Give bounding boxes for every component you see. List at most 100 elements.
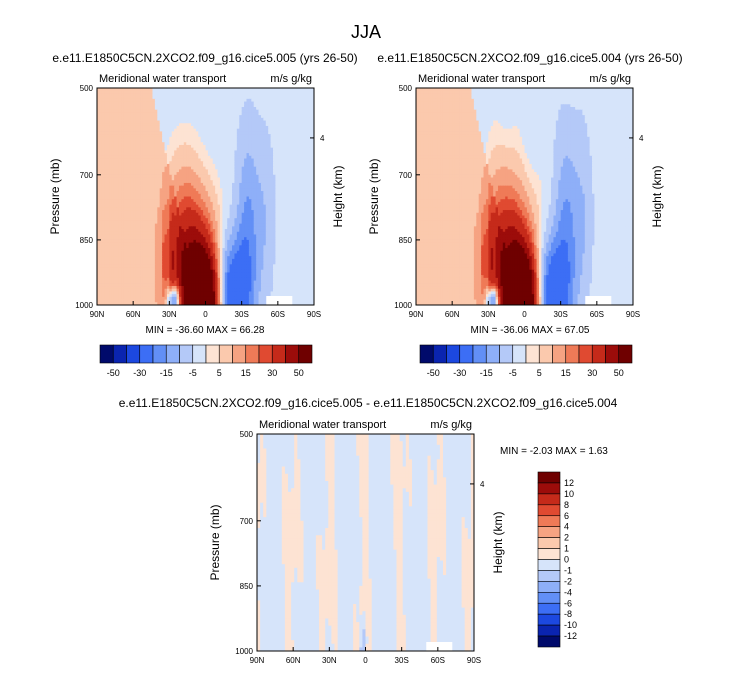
panel1-cell	[99, 172, 103, 176]
panel1-cell	[260, 204, 264, 208]
panel1-cell	[253, 229, 257, 233]
panel1-cell	[248, 153, 252, 157]
panel1-cell	[174, 101, 178, 105]
panel1-cell	[113, 234, 117, 238]
panel1-cell	[294, 101, 298, 105]
panel1-cell	[297, 169, 301, 173]
panel1-cell	[118, 212, 122, 217]
panel1-cell	[186, 153, 190, 157]
panel1-cell	[277, 163, 281, 168]
panel1-cell	[215, 193, 219, 198]
panel1-cell	[253, 177, 257, 181]
panel1-cell	[193, 161, 197, 165]
panel1-cell	[304, 163, 308, 168]
panel1-cell	[289, 139, 293, 143]
panel1-cell	[287, 142, 291, 146]
panel1-cell	[219, 199, 223, 203]
panel1-cell	[265, 182, 269, 187]
panel1-cell	[123, 196, 127, 200]
panel1-cell	[241, 158, 245, 162]
panel1-cell	[232, 147, 236, 151]
panel1-cell	[215, 215, 219, 219]
panel1-cell	[181, 226, 185, 230]
panel1-cell	[159, 142, 163, 146]
panel1-cell	[123, 101, 127, 105]
panel1-cell	[222, 199, 226, 203]
panel1-cell	[280, 210, 284, 214]
panel1-cell	[241, 229, 245, 233]
panel1-cell	[260, 188, 264, 192]
panel1-cell	[157, 123, 161, 127]
panel1-cell	[130, 201, 134, 206]
panel1-cell	[121, 104, 125, 108]
panel1-cell	[171, 161, 175, 165]
panel1-cell	[219, 101, 223, 105]
panel1-cell	[159, 182, 163, 187]
panel1-cell	[140, 174, 144, 179]
panel1-cell	[133, 199, 137, 203]
panel1-cell	[159, 218, 163, 222]
panel1-cell	[251, 96, 255, 100]
panel1-cell	[198, 134, 202, 138]
panel1-cell	[159, 212, 163, 217]
panel1-cell	[301, 150, 305, 154]
panel1-cell	[258, 215, 262, 219]
panel1-cell	[109, 147, 113, 151]
panel1-cell	[275, 158, 279, 162]
panel1-cell	[299, 234, 303, 238]
panel1-cell	[241, 212, 245, 217]
panel1-cell	[311, 210, 314, 214]
panel1-cell	[140, 191, 144, 195]
panel1-cell	[263, 142, 267, 146]
panel1-cell	[280, 172, 284, 176]
panel1-cell	[219, 147, 223, 151]
panel1-cell	[186, 204, 190, 208]
panel1-cell	[111, 193, 115, 198]
panel1-cell	[263, 131, 267, 135]
panel1-cell	[244, 120, 248, 124]
panel1-cell	[147, 174, 151, 179]
panel1-cell	[157, 169, 161, 173]
panel1-cell	[106, 115, 110, 119]
panel1-cell	[217, 153, 221, 157]
panel1-cell	[152, 174, 156, 179]
panel1-cell	[289, 188, 293, 192]
panel1-cell	[118, 101, 122, 105]
panel1-cell	[207, 210, 211, 214]
panel1-cell	[109, 139, 113, 143]
panel1-cell	[181, 207, 185, 211]
panel1-cell	[176, 207, 180, 211]
panel1-cell	[97, 207, 101, 211]
panel1-cell	[246, 196, 250, 200]
panel1-cell	[123, 104, 127, 108]
panel1-cell	[111, 88, 115, 92]
panel1-cell	[309, 120, 313, 124]
panel1-cell	[133, 172, 137, 176]
panel1-cell	[294, 93, 298, 97]
panel1-cell	[260, 193, 264, 198]
panel1-cell	[263, 161, 267, 165]
panel1-cell	[277, 166, 281, 170]
panel1-cell	[183, 191, 187, 195]
panel1-cell	[191, 93, 195, 97]
panel1-cell	[241, 104, 245, 108]
panel1-cell	[159, 115, 163, 119]
panel1-cell	[162, 215, 166, 219]
panel1-cell	[171, 191, 175, 195]
panel1-cell	[212, 136, 216, 141]
panel1-cell	[113, 123, 117, 127]
panel1-cell	[121, 131, 125, 135]
panel1-cell	[215, 139, 219, 143]
panel1-cell	[193, 237, 197, 241]
panel1-cell	[174, 174, 178, 179]
panel1-cell	[309, 142, 313, 146]
panel1-cell	[256, 218, 260, 222]
panel1-cell	[301, 234, 305, 238]
panel1-cell	[154, 142, 158, 146]
panel1-cell	[169, 212, 173, 217]
panel1-cell	[166, 123, 170, 127]
panel1-cell	[256, 174, 260, 179]
panel1-cell	[169, 234, 173, 238]
panel1-cell	[166, 188, 170, 192]
panel1-cell	[236, 229, 240, 233]
